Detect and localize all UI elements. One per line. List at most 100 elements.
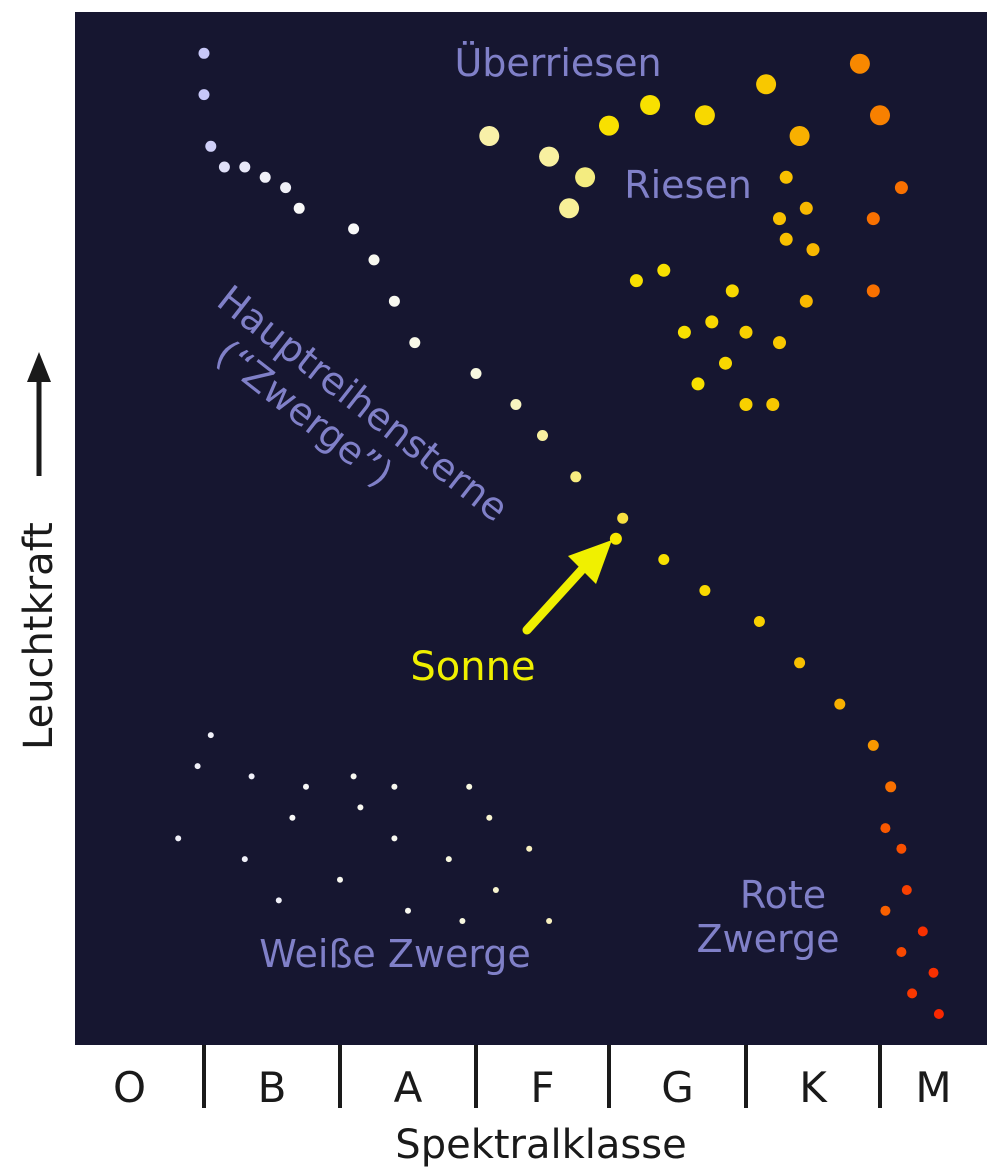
red-dwarfs-label-line1: Rote — [740, 873, 826, 917]
star-point — [175, 835, 182, 842]
star-point — [928, 967, 939, 978]
x-tick-label-o: O — [113, 1063, 146, 1112]
star-point — [198, 47, 210, 59]
star-point — [896, 947, 907, 957]
star-point — [739, 325, 753, 339]
star-point — [526, 845, 533, 852]
star-point — [794, 657, 806, 669]
star-point — [739, 398, 753, 411]
star-point — [280, 182, 292, 194]
star-point — [789, 126, 810, 146]
star-point — [699, 585, 711, 596]
star-point — [880, 905, 891, 916]
star-point — [492, 887, 499, 893]
star-point — [657, 263, 671, 277]
supergiants-label: Überriesen — [454, 41, 661, 85]
star-point — [773, 336, 786, 350]
star-point — [725, 284, 739, 298]
star-point — [799, 294, 813, 308]
star-point — [391, 783, 398, 790]
star-point — [559, 198, 580, 219]
x-tick-label-k: K — [799, 1063, 828, 1112]
star-point — [546, 918, 553, 924]
y-axis: Leuchtkraft — [16, 352, 62, 750]
star-point — [658, 554, 670, 565]
star-point — [599, 115, 619, 136]
star-point — [259, 171, 271, 183]
sun-arrow — [522, 540, 612, 635]
star-point — [705, 315, 719, 329]
star-point — [239, 161, 251, 173]
star-point — [198, 89, 210, 101]
star-point — [194, 763, 201, 770]
star-point — [694, 105, 715, 126]
star-point — [241, 856, 248, 863]
star-point — [445, 856, 452, 863]
y-axis-arrow-head — [27, 352, 51, 382]
star-point — [779, 232, 793, 246]
star-point — [248, 773, 255, 780]
star-point — [880, 823, 891, 834]
star-point — [834, 698, 846, 710]
star-point — [691, 377, 705, 391]
x-tick-label-a: A — [394, 1063, 423, 1112]
star-point — [806, 243, 820, 257]
star-point — [337, 876, 343, 883]
white-dwarfs-label: Weiße Zwerge — [259, 932, 531, 976]
star-point — [405, 907, 411, 914]
giants-label: Riesen — [624, 163, 752, 207]
star-point — [357, 804, 364, 811]
x-tick-label-g: G — [661, 1063, 694, 1112]
star-point — [753, 616, 765, 627]
star-point — [640, 95, 661, 115]
star-point — [617, 512, 629, 524]
star-point — [486, 814, 493, 821]
star-point — [907, 988, 918, 999]
star-point — [779, 170, 793, 184]
star-point — [849, 53, 870, 74]
star-point — [799, 201, 813, 215]
star-point — [756, 74, 777, 95]
star-point — [629, 274, 643, 288]
x-tick-label-m: M — [915, 1063, 951, 1112]
star-point — [896, 843, 907, 854]
star-point — [466, 783, 473, 790]
star-point — [609, 532, 622, 545]
x-tick-label-f: F — [530, 1063, 554, 1112]
star-point — [350, 773, 357, 780]
star-point — [289, 814, 296, 821]
star-point — [677, 325, 691, 339]
star-point — [348, 223, 360, 235]
star-point — [933, 1009, 944, 1019]
star-point — [409, 337, 421, 349]
star-point — [917, 926, 928, 937]
star-point — [205, 140, 217, 152]
star-markers — [175, 47, 944, 1019]
star-point — [719, 356, 732, 370]
star-point — [459, 918, 466, 924]
star-point — [537, 430, 548, 441]
star-point — [766, 398, 780, 411]
star-point — [773, 212, 786, 226]
sun-label: Sonne — [410, 644, 535, 690]
star-point — [388, 295, 400, 307]
star-point — [866, 212, 880, 226]
star-point — [207, 732, 214, 739]
x-tick-label-b: B — [258, 1063, 287, 1112]
star-point — [885, 781, 897, 793]
star-point — [894, 181, 908, 195]
star-point — [867, 739, 879, 751]
star-point — [218, 161, 230, 173]
star-point — [570, 471, 582, 483]
y-axis-label: Leuchtkraft — [16, 522, 62, 750]
star-point — [391, 835, 398, 842]
star-point — [479, 126, 500, 146]
star-point — [539, 146, 560, 167]
star-point — [368, 254, 380, 266]
star-point — [901, 885, 912, 895]
star-point — [293, 202, 305, 214]
x-axis-label: Spektralklasse — [395, 1122, 686, 1168]
star-point — [510, 399, 522, 410]
